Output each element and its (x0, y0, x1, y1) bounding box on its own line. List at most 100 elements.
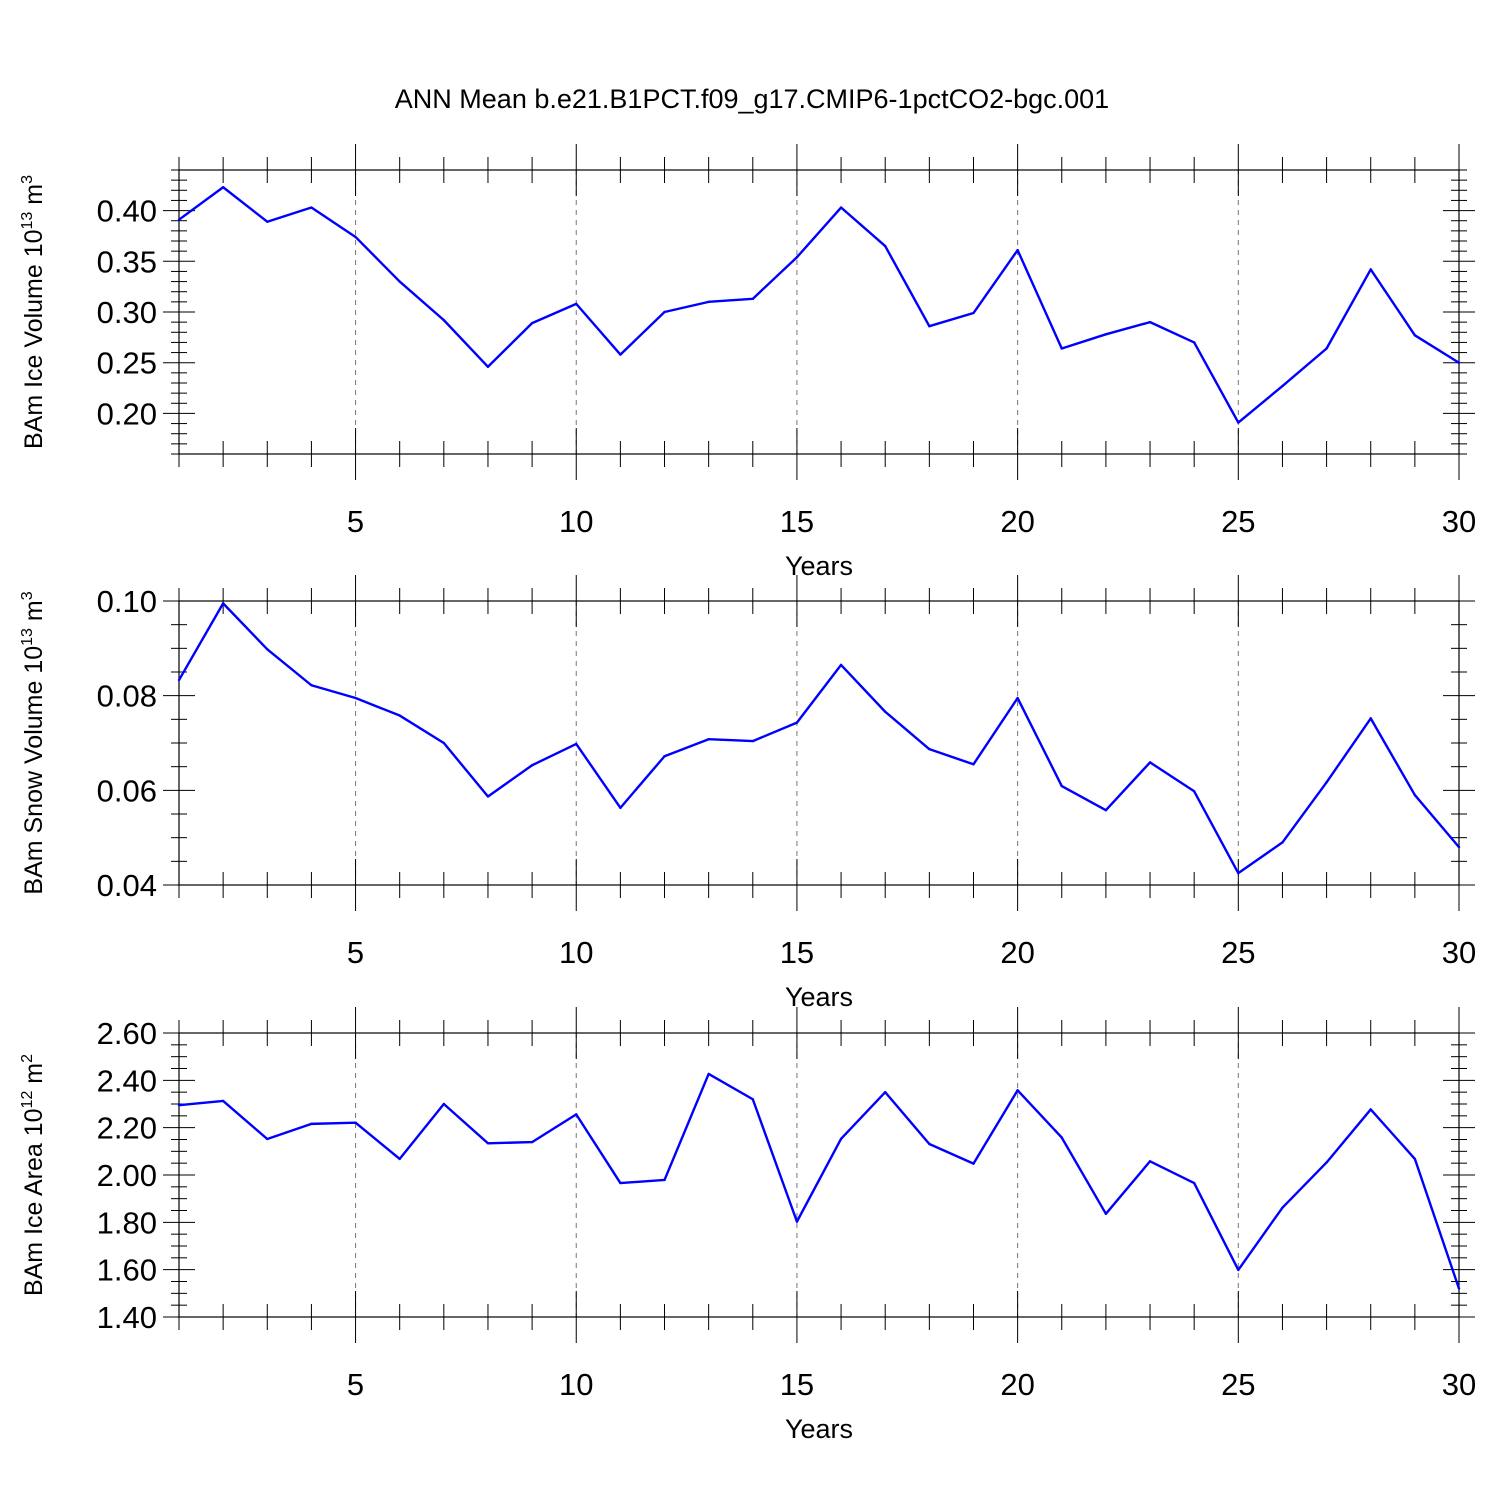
data-point (1192, 790, 1196, 793)
data-point (1413, 1157, 1417, 1161)
data-point (1413, 334, 1417, 337)
data-point (354, 1121, 357, 1124)
y-tick-label: 0.25 (97, 346, 157, 381)
data-point (884, 1090, 887, 1094)
y-tick-label: 0.40 (97, 194, 157, 229)
data-point (795, 721, 799, 724)
x-tick-label: 15 (780, 1367, 814, 1402)
ylabel-text: BAm Ice Volume 10 (20, 229, 48, 449)
data-point (1060, 347, 1063, 350)
data-point (1281, 841, 1284, 844)
data-point (486, 1142, 490, 1145)
plot-frame (178, 1032, 1460, 1318)
y-tick-label: 2.20 (97, 1111, 157, 1146)
data-point (972, 1162, 975, 1165)
data-point (972, 763, 975, 766)
data-point (619, 806, 622, 810)
y-axis-label: BAm Ice Volume 1013 m3 (19, 175, 48, 449)
ylabel-exponent: 12 (19, 1091, 36, 1109)
data-point (354, 696, 357, 700)
data-point (839, 206, 843, 209)
data-point (1325, 347, 1328, 350)
data-point (442, 318, 446, 322)
x-tick-label: 25 (1221, 1367, 1255, 1402)
data-point (795, 1220, 799, 1223)
x-tick-label: 5 (347, 1367, 364, 1402)
data-point (177, 1103, 181, 1107)
data-point (486, 365, 490, 368)
data-point (707, 1072, 710, 1076)
data-point (354, 235, 357, 239)
data-point (398, 280, 401, 283)
panels: 0.200.250.300.350.405 10 15 20 25 30YearsBAm … (19, 144, 1476, 1444)
x-tick-label: 20 (1000, 504, 1034, 539)
data-point (1237, 871, 1240, 875)
data-point (1016, 248, 1019, 252)
data-point (707, 300, 710, 304)
data-point (619, 1181, 622, 1185)
data-point (1104, 1212, 1108, 1216)
x-tick-label: 10 (559, 1367, 593, 1402)
data-point (1369, 1108, 1372, 1111)
x-tick-label: 30 (1442, 504, 1476, 539)
data-point (1413, 793, 1417, 797)
plot-frame (178, 600, 1460, 886)
data-point (663, 755, 666, 758)
data-point (1325, 781, 1328, 784)
data-point (751, 739, 754, 743)
y-tick-label: 0.08 (97, 679, 157, 714)
data-point (575, 302, 578, 306)
x-tick-label: 10 (559, 935, 593, 970)
data-point (266, 1137, 269, 1141)
x-tick-label: 15 (780, 935, 814, 970)
data-point (398, 1157, 401, 1161)
y-tick-label: 0.04 (97, 868, 157, 903)
data-point (266, 220, 269, 223)
data-point (928, 747, 931, 751)
data-point (751, 1098, 754, 1101)
data-point (663, 1178, 666, 1182)
y-tick-label: 0.20 (97, 396, 157, 431)
data-point (884, 710, 887, 713)
chart-panel-3: 1.40 1.60 1.80 2.00 2.20 2.40 2.60 5 10 15 20 25 30 Y… (19, 1007, 1476, 1444)
data-point (1104, 809, 1108, 812)
data-point (1237, 1268, 1240, 1272)
figure-title: ANN Mean b.e21.B1PCT.f09_g17.CMIP6-1pctC… (395, 84, 1109, 114)
data-point (839, 663, 843, 667)
plot-frame (178, 169, 1460, 455)
x-tick-label: 10 (559, 504, 593, 539)
data-point (442, 1102, 446, 1106)
data-point (1060, 784, 1063, 788)
y-axis-label: BAm Snow Volume 1013 m3 (19, 591, 48, 894)
x-axis-label: Years (785, 982, 853, 1012)
data-point (221, 1099, 225, 1103)
data-point (1148, 320, 1152, 324)
x-tick-label: 20 (1000, 1367, 1034, 1402)
y-tick-label: 2.40 (97, 1063, 157, 1098)
data-point (1192, 341, 1196, 344)
ylabel-unit-exponent: 2 (19, 1054, 36, 1063)
data-point (928, 1142, 931, 1146)
data-point (530, 1140, 534, 1144)
data-point (486, 795, 490, 798)
data-point (442, 741, 446, 745)
y-tick-label: 0.06 (97, 773, 157, 808)
data-point (575, 742, 578, 746)
data-point (177, 218, 181, 221)
data-point (310, 684, 313, 687)
x-tick-label: 15 (780, 504, 814, 539)
data-point (1369, 717, 1372, 720)
data-point (839, 1137, 843, 1140)
data-point (310, 1122, 313, 1126)
x-tick-label: 5 (347, 935, 364, 970)
data-point (795, 256, 799, 259)
data-point (1281, 384, 1284, 388)
data-point (221, 186, 225, 189)
data-point (1457, 361, 1461, 364)
data-point (177, 678, 181, 682)
y-tick-label: 0.10 (97, 584, 157, 619)
y-tick-label: 0.35 (97, 244, 157, 279)
data-point (928, 325, 931, 328)
x-axis-label: Years (785, 1414, 853, 1444)
